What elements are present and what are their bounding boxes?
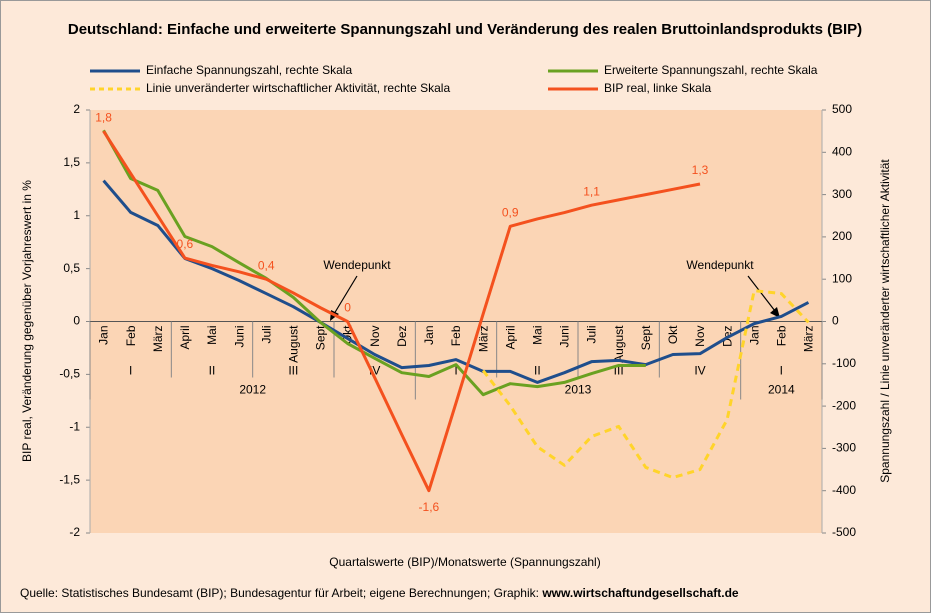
series-line bbox=[102, 130, 701, 493]
x-tick-label: Sept bbox=[314, 325, 328, 350]
x-tick-label: Nov bbox=[693, 326, 707, 347]
x-tick-label: Mai bbox=[531, 326, 545, 345]
arrow-head bbox=[770, 307, 780, 318]
legend-label: Linie unveränderter wirtschaftlicher Akt… bbox=[146, 81, 450, 95]
y2-tick-label: -100 bbox=[832, 356, 856, 370]
annotation: Wendepunkt bbox=[686, 258, 754, 272]
data-label: 0 bbox=[344, 301, 351, 315]
y2-tick-label: -200 bbox=[832, 398, 856, 412]
annotation-arrow bbox=[747, 275, 776, 312]
y2-tick-label: -400 bbox=[832, 483, 856, 497]
x-tick-label: April bbox=[178, 326, 192, 350]
year-label: 2013 bbox=[565, 383, 592, 397]
data-label: 0,4 bbox=[258, 258, 275, 272]
x-tick-label: April bbox=[503, 326, 517, 350]
series-line bbox=[481, 289, 810, 480]
y-tick-label: -2 bbox=[69, 525, 80, 539]
x-tick-label: Juni bbox=[558, 326, 572, 348]
y2-tick-label: 300 bbox=[832, 187, 852, 201]
series-line bbox=[102, 129, 646, 397]
y2-tick-label: 0 bbox=[832, 314, 839, 328]
source: Quelle: Statistisches Bundesamt (BIP); B… bbox=[20, 586, 739, 600]
quarter-label: I bbox=[129, 364, 132, 378]
data-label: 1,1 bbox=[583, 184, 600, 198]
data-label: 1,8 bbox=[95, 110, 112, 124]
data-label: 1,3 bbox=[692, 163, 709, 177]
y-tick-label: -1 bbox=[69, 419, 80, 433]
y2-axis-title: Spannungszahl / Linie unveränderter wirt… bbox=[878, 159, 892, 483]
quarter-label: IV bbox=[694, 364, 705, 378]
data-label: 0,6 bbox=[177, 237, 194, 251]
x-tick-label: Feb bbox=[124, 325, 138, 346]
x-tick-label: Juli bbox=[259, 326, 273, 344]
x-axis-title: Quartalswerte (BIP)/Monatswerte (Spannun… bbox=[329, 555, 600, 569]
x-tick-label: Feb bbox=[775, 325, 789, 346]
quarter-label: I bbox=[780, 364, 783, 378]
chart-title: Deutschland: Einfache und erweiterte Spa… bbox=[68, 21, 862, 38]
source-url: www.wirtschaftundgesellschaft.de bbox=[541, 586, 739, 600]
y-tick-label: -1,5 bbox=[59, 472, 80, 486]
y2-tick-label: -500 bbox=[832, 525, 856, 539]
x-tick-label: Juli bbox=[585, 326, 599, 344]
x-tick-label: Jan bbox=[747, 326, 761, 345]
y-tick-label: -0,5 bbox=[59, 367, 80, 381]
year-label: 2014 bbox=[768, 383, 795, 397]
quarter-label: I bbox=[454, 364, 457, 378]
data-label: 0,9 bbox=[502, 205, 519, 219]
x-tick-label: Dez bbox=[395, 326, 409, 347]
x-tick-label: August bbox=[287, 325, 301, 363]
data-label: -1,6 bbox=[419, 500, 440, 514]
quarter-label: III bbox=[614, 364, 624, 378]
y2-tick-label: 200 bbox=[832, 229, 852, 243]
series-line bbox=[102, 179, 810, 384]
annotation-arrow bbox=[333, 275, 358, 315]
quarter-label: IV bbox=[369, 364, 380, 378]
legend-label: BIP real, linke Skala bbox=[604, 81, 711, 95]
quarter-label: II bbox=[209, 364, 216, 378]
x-tick-label: Feb bbox=[449, 325, 463, 346]
quarter-label: III bbox=[288, 364, 298, 378]
legend-label: Einfache Spannungszahl, rechte Skala bbox=[146, 63, 352, 77]
source-text: Quelle: Statistisches Bundesamt (BIP); B… bbox=[20, 586, 542, 600]
x-tick-label: März bbox=[476, 326, 490, 353]
y-tick-label: 0,5 bbox=[63, 261, 80, 275]
quarter-label: II bbox=[534, 364, 541, 378]
y2-tick-label: 400 bbox=[832, 144, 852, 158]
x-tick-label: März bbox=[802, 326, 816, 353]
annotation: Wendepunkt bbox=[323, 258, 391, 272]
y-tick-label: 1,5 bbox=[63, 155, 80, 169]
y-axis-title: BIP real, Veränderung gegenüber Vorjahre… bbox=[20, 180, 34, 462]
y2-tick-label: -300 bbox=[832, 441, 856, 455]
y2-tick-label: 500 bbox=[832, 102, 852, 116]
x-tick-label: Mai bbox=[205, 326, 219, 345]
y-tick-label: 2 bbox=[73, 102, 80, 116]
y-tick-label: 0 bbox=[73, 314, 80, 328]
x-tick-label: Okt bbox=[666, 325, 680, 344]
x-tick-label: Juni bbox=[232, 326, 246, 348]
x-tick-label: Sept bbox=[639, 325, 653, 350]
x-tick-label: Jan bbox=[97, 326, 111, 345]
x-tick-label: Jan bbox=[422, 326, 436, 345]
y2-tick-label: 100 bbox=[832, 271, 852, 285]
legend-label: Erweiterte Spannungszahl, rechte Skala bbox=[604, 63, 818, 77]
year-label: 2012 bbox=[239, 383, 266, 397]
y-tick-label: 1 bbox=[73, 208, 80, 222]
x-tick-label: März bbox=[151, 326, 165, 353]
x-tick-label: August bbox=[612, 325, 626, 363]
x-tick-label: Nov bbox=[368, 326, 382, 347]
